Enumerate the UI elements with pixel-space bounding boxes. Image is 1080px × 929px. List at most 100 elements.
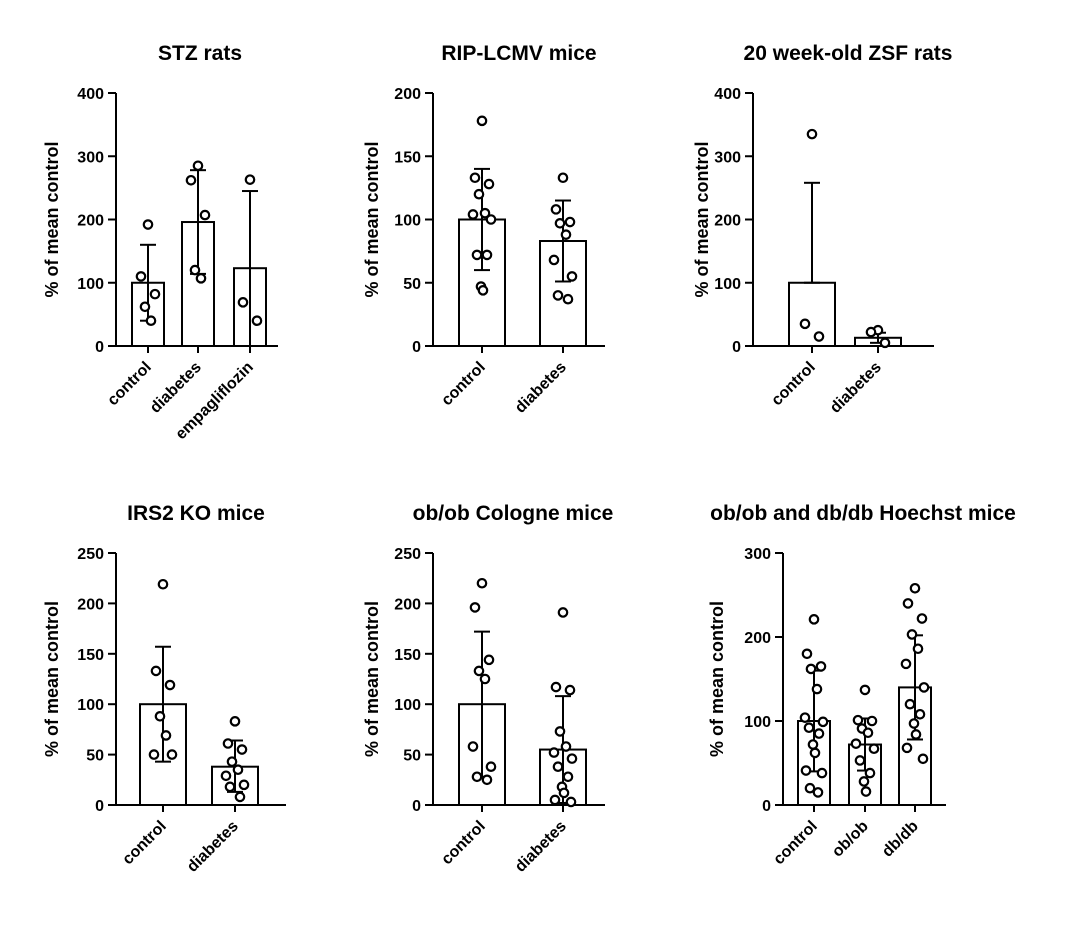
category-label: control [768,359,818,409]
category-label: control [119,818,169,868]
data-point [236,744,248,755]
data-point [222,738,234,749]
category-label: control [770,818,820,868]
chart-panel-5: ob/ob Cologne mice % of mean control 0 50 10… [362,502,613,876]
data-point [906,629,918,640]
data-point [477,285,489,296]
data-point [900,658,912,670]
data-point [481,249,493,261]
y-tick-label: 300 [714,149,741,166]
data-point [469,602,481,613]
data-point [811,683,823,695]
data-point [554,217,566,229]
y-axis-label: % of mean control [362,141,382,297]
y-tick-label: 300 [77,149,104,166]
data-point [554,726,566,737]
data-point [220,770,232,782]
y-tick-label: 400 [714,86,741,103]
data-point [238,779,250,791]
y-tick-label: 0 [412,339,421,356]
data-point [809,747,821,759]
data-point [226,756,238,767]
data-point [813,331,825,342]
data-point [808,614,820,625]
y-tick-label: 200 [714,213,741,230]
data-point [799,712,811,723]
y-axis-label: % of mean control [692,141,712,297]
data-point [157,578,169,590]
data-point [552,761,564,772]
data-point [813,728,825,739]
data-point [801,648,813,660]
category-label: diabetes [184,818,242,876]
y-axis-label: % of mean control [362,601,382,757]
y-tick-label: 150 [394,149,421,166]
data-point [910,729,922,740]
y-axis-label: % of mean control [42,141,62,297]
data-point [817,716,829,728]
category-label: db/db [879,818,922,861]
chart-title: IRS2 KO mice [127,502,265,525]
data-point [565,796,577,808]
data-point [232,764,244,776]
data-point [234,791,246,803]
data-point [149,288,161,300]
data-point [807,739,819,750]
data-point [852,714,864,726]
data-point [135,271,147,282]
y-tick-label: 0 [732,339,741,356]
bar-control [788,281,836,347]
y-tick-label: 250 [77,546,104,563]
data-point [562,771,574,783]
data-point [473,665,485,677]
data-point [865,326,877,338]
data-point [548,747,560,758]
y-tick-label: 100 [77,697,104,714]
y-tick-label: 100 [744,714,771,731]
data-point [481,774,493,786]
data-point [562,293,574,305]
y-tick-label: 0 [762,798,771,815]
data-point [909,582,921,594]
data-point [859,684,871,696]
y-tick-label: 200 [394,596,421,613]
data-point [166,749,178,760]
data-point [564,684,576,696]
y-tick-label: 200 [394,86,421,103]
y-tick-label: 100 [394,697,421,714]
data-point [879,337,891,349]
data-point [485,214,497,225]
y-tick-label: 50 [403,276,421,293]
data-point [154,710,166,722]
data-point [476,115,488,127]
data-point [904,698,916,710]
data-point [139,301,151,313]
y-tick-label: 50 [403,748,421,765]
category-label: control [438,818,488,868]
data-point [918,682,930,693]
chart-title: RIP-LCMV mice [441,42,596,65]
data-point [566,753,578,764]
data-point [805,663,817,675]
data-point [237,297,249,308]
data-point [244,174,256,185]
data-point [557,172,569,184]
data-point [552,290,564,301]
y-tick-label: 300 [744,546,771,563]
data-point [850,738,862,749]
data-point [467,209,479,220]
y-tick-label: 0 [412,798,421,815]
data-point [148,749,160,760]
y-tick-label: 250 [394,546,421,563]
data-point [799,318,811,330]
data-point [868,743,880,755]
data-point [912,643,924,655]
data-point [195,273,207,284]
data-point [858,776,870,787]
data-point [816,767,828,779]
data-point [560,229,572,240]
data-point [150,665,162,677]
data-point [485,761,497,772]
data-point [476,577,488,589]
y-tick-label: 100 [714,276,741,293]
